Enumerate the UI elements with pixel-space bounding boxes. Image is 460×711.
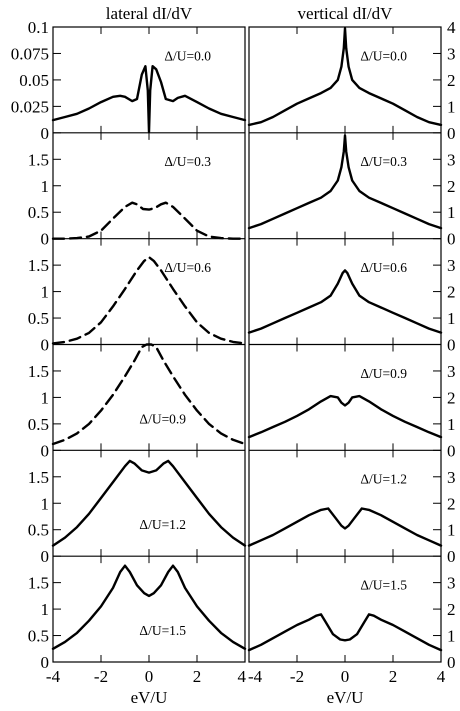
vertical-panel-1-ytick-label: 3 <box>447 44 456 63</box>
lateral-panel-3-label: Δ/U=0.6 <box>164 260 211 275</box>
vertical-panel-1-ytick-label: 1 <box>447 97 456 116</box>
lateral-panel-4-curve <box>51 343 247 446</box>
vertical-panel-4-ytick-label: 1 <box>447 415 456 434</box>
lateral-column-title: lateral dI/dV <box>106 4 193 23</box>
lateral-panel-3-ytick-label: 1.5 <box>28 256 49 275</box>
vertical-panel-2-ytick-label: 2 <box>447 177 456 196</box>
vertical-panel-4-label: Δ/U=0.9 <box>360 366 407 381</box>
vertical-panel-4-ytick-label: 3 <box>447 362 456 381</box>
vertical-panel-5-ytick-label: 1 <box>447 521 456 540</box>
vertical-xtick-label: -2 <box>290 667 304 686</box>
vertical-panel-2-curve <box>247 134 443 230</box>
lateral-panel-6-ytick-label: 1 <box>41 600 50 619</box>
lateral-panel-6-label: Δ/U=1.5 <box>139 623 186 638</box>
lateral-panel-2-ytick-label: 0.5 <box>28 203 49 222</box>
vertical-panel-6-curve <box>247 613 443 652</box>
lateral-panel-1-label: Δ/U=0.0 <box>164 48 211 63</box>
lateral-panel-1-ytick-label: 0.1 <box>28 18 49 37</box>
lateral-panel-4-ytick-label: 0.5 <box>28 415 49 434</box>
vertical-panel-6-ytick-label: 2 <box>447 600 456 619</box>
vertical-xtick-label: -4 <box>248 667 263 686</box>
lateral-panel-1-ytick-label: 0.075 <box>11 44 49 63</box>
vertical-panel-1-ytick-label: 0 <box>447 124 456 143</box>
vertical-xtick-label: 4 <box>437 667 446 686</box>
vertical-panel-2-ytick-label: 3 <box>447 150 456 169</box>
lateral-panel-1-curve <box>51 65 247 133</box>
vertical-panel-1-label: Δ/U=0.0 <box>360 48 407 63</box>
vertical-panel-1-ytick-label: 2 <box>447 71 456 90</box>
lateral-x-axis-label: eV/U <box>131 688 168 707</box>
vertical-panel-3-ytick-label: 1 <box>447 309 456 328</box>
lateral-panel-5-curve <box>51 459 247 547</box>
lateral-panel-4-ytick-label: 1.5 <box>28 362 49 381</box>
lateral-panel-1-ytick-label: 0.05 <box>19 71 49 90</box>
lateral-panel-2-ytick-label: 0 <box>41 230 50 249</box>
lateral-xtick-label: -2 <box>94 667 108 686</box>
lateral-panel-6-ytick-label: 0 <box>41 653 50 672</box>
lateral-panel-5-ytick-label: 0.5 <box>28 521 49 540</box>
lateral-panel-1-ytick-label: 0.025 <box>11 97 49 116</box>
vertical-panel-3-ytick-label: 2 <box>447 283 456 302</box>
lateral-panel-6-curve <box>51 564 247 650</box>
vertical-panel-1-curve <box>247 27 443 127</box>
lateral-panel-3-ytick-label: 1 <box>41 283 50 302</box>
vertical-column-title: vertical dI/dV <box>298 4 394 23</box>
lateral-panel-6-ytick-label: 1.5 <box>28 574 49 593</box>
lateral-panel-6-ytick-label: 0.5 <box>28 627 49 646</box>
lateral-panel-2-curve <box>51 201 247 240</box>
vertical-panel-6-label: Δ/U=1.5 <box>360 577 407 592</box>
lateral-xtick-label: 2 <box>193 667 202 686</box>
lateral-xtick-label: -4 <box>46 667 61 686</box>
lateral-xtick-label: 4 <box>238 667 247 686</box>
vertical-panel-1-ytick-label: 4 <box>447 18 456 37</box>
lateral-panel-5-label: Δ/U=1.2 <box>139 517 186 532</box>
lateral-xtick-label: 0 <box>145 667 154 686</box>
vertical-panel-5-curve <box>247 507 443 547</box>
vertical-panel-2-ytick-label: 1 <box>447 203 456 222</box>
vertical-panel-5-ytick-label: 0 <box>447 547 456 566</box>
vertical-panel-5-ytick-label: 3 <box>447 468 456 487</box>
vertical-panel-5-label: Δ/U=1.2 <box>360 472 407 487</box>
lateral-panel-1-ytick-label: 0 <box>41 124 50 143</box>
vertical-panel-6-ytick-label: 0 <box>447 653 456 672</box>
vertical-panel-6-ytick-label: 3 <box>447 574 456 593</box>
vertical-panel-2-ytick-label: 0 <box>447 230 456 249</box>
vertical-xtick-label: 2 <box>389 667 398 686</box>
lateral-panel-3-ytick-label: 0.5 <box>28 309 49 328</box>
lateral-panel-4-ytick-label: 1 <box>41 388 50 407</box>
plot-area: 0 0.025 0.05 0.075 0.1 Δ/U=0.0 0 0.5 1 1.5 Δ/U=0.3… <box>11 18 456 686</box>
vertical-panel-4-curve <box>247 394 443 439</box>
lateral-panel-5-ytick-label: 0 <box>41 547 50 566</box>
vertical-panel-4-ytick-label: 2 <box>447 388 456 407</box>
lateral-panel-4-ytick-label: 0 <box>41 441 50 460</box>
vertical-xtick-label: 0 <box>341 667 350 686</box>
vertical-panel-3-curve <box>247 269 443 334</box>
vertical-x-axis-label: eV/U <box>327 688 364 707</box>
vertical-panel-2-label: Δ/U=0.3 <box>360 154 407 169</box>
lateral-panel-4-label: Δ/U=0.9 <box>139 411 186 426</box>
lateral-panel-3-ytick-label: 0 <box>41 336 50 355</box>
lateral-panel-5-ytick-label: 1.5 <box>28 468 49 487</box>
lateral-panel-5-ytick-label: 1 <box>41 494 50 513</box>
vertical-panel-3-ytick-label: 0 <box>447 336 456 355</box>
vertical-panel-3-ytick-label: 3 <box>447 256 456 275</box>
lateral-panel-2-ytick-label: 1 <box>41 177 50 196</box>
vertical-panel-6-ytick-label: 1 <box>447 627 456 646</box>
vertical-panel-3-label: Δ/U=0.6 <box>360 260 407 275</box>
lateral-panel-3-curve <box>51 256 247 345</box>
lateral-panel-2-ytick-label: 1.5 <box>28 150 49 169</box>
vertical-panel-4-ytick-label: 0 <box>447 441 456 460</box>
vertical-panel-5-ytick-label: 2 <box>447 494 456 513</box>
lateral-panel-2-label: Δ/U=0.3 <box>164 154 211 169</box>
